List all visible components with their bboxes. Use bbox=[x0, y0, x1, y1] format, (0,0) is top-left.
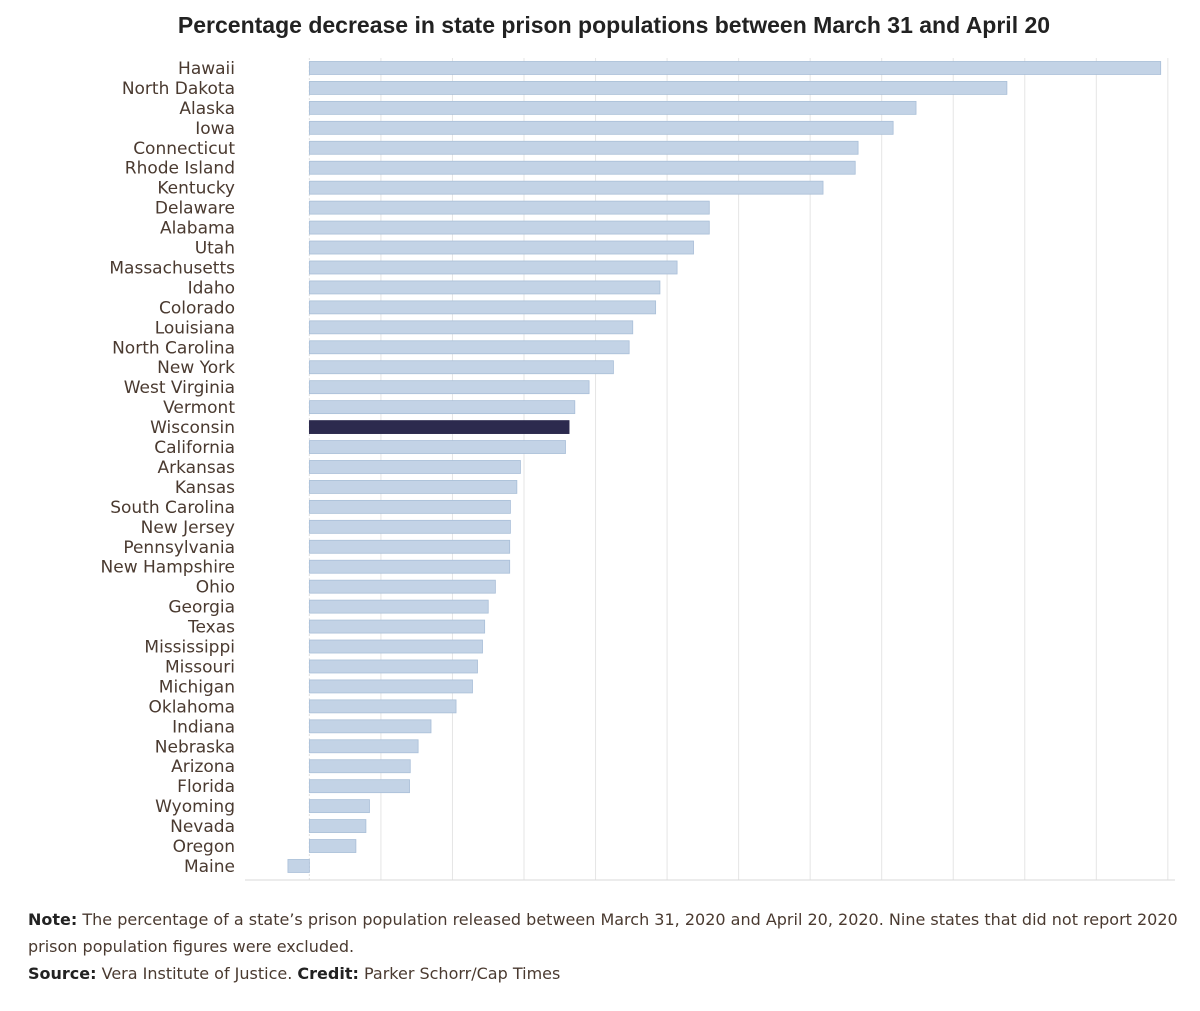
category-label: Arkansas bbox=[158, 458, 236, 478]
source-line: Source: Vera Institute of Justice. Credi… bbox=[28, 960, 1188, 987]
category-label: Mississippi bbox=[144, 638, 235, 658]
bar-alabama[interactable] bbox=[308, 220, 710, 235]
bar-utah[interactable] bbox=[308, 240, 694, 255]
category-label: Colorado bbox=[159, 298, 235, 318]
bar-vermont[interactable] bbox=[308, 400, 576, 415]
category-label: Indiana bbox=[172, 717, 235, 737]
bar-pennsylvania[interactable] bbox=[308, 539, 511, 554]
bar-california[interactable] bbox=[308, 440, 566, 454]
category-label: South Carolina bbox=[110, 498, 235, 518]
bar-south-carolina[interactable] bbox=[308, 499, 511, 514]
credit-text: Parker Schorr/Cap Times bbox=[358, 964, 561, 983]
source-text: Vera Institute of Justice. bbox=[96, 964, 293, 983]
bar-new-hampshire[interactable] bbox=[308, 559, 511, 574]
category-label: Rhode Island bbox=[125, 159, 235, 179]
category-label: Missouri bbox=[165, 657, 235, 677]
category-label: Louisiana bbox=[155, 318, 235, 338]
bar-mississippi[interactable] bbox=[308, 639, 483, 654]
bar-alaska[interactable] bbox=[308, 100, 917, 115]
bar-colorado[interactable] bbox=[308, 300, 657, 315]
category-label: California bbox=[154, 438, 235, 458]
bar-north-carolina[interactable] bbox=[308, 340, 630, 355]
category-label: Ohio bbox=[196, 578, 235, 598]
bar-delaware[interactable] bbox=[308, 200, 710, 215]
credit-label: Credit: bbox=[297, 964, 359, 983]
bar-connecticut[interactable] bbox=[308, 140, 859, 155]
category-label: Kansas bbox=[175, 478, 235, 498]
bar-nebraska[interactable] bbox=[308, 739, 419, 754]
category-label: Vermont bbox=[163, 398, 235, 418]
bar-nevada[interactable] bbox=[308, 819, 367, 833]
bar-georgia[interactable] bbox=[308, 599, 489, 614]
bar-indiana[interactable] bbox=[308, 719, 432, 734]
bar-new-jersey[interactable] bbox=[308, 519, 511, 534]
category-label: New Hampshire bbox=[101, 558, 235, 578]
bar-iowa[interactable] bbox=[308, 120, 894, 135]
category-label: Wisconsin bbox=[150, 418, 235, 438]
bar-ohio[interactable] bbox=[308, 579, 496, 594]
note-label: Note: bbox=[28, 910, 78, 929]
category-label: Florida bbox=[177, 777, 235, 797]
category-label: Nebraska bbox=[155, 737, 235, 757]
category-label: Utah bbox=[195, 239, 235, 259]
bar-louisiana[interactable] bbox=[308, 320, 634, 335]
bar-wisconsin[interactable] bbox=[308, 420, 570, 434]
category-label: Texas bbox=[187, 618, 235, 638]
bar-new-york[interactable] bbox=[308, 360, 614, 375]
category-label: Massachusetts bbox=[109, 258, 235, 278]
note-line: Note: The percentage of a state’s prison… bbox=[28, 906, 1188, 960]
category-label: Arizona bbox=[171, 757, 235, 777]
bar-florida[interactable] bbox=[308, 779, 410, 794]
category-label: Pennsylvania bbox=[123, 538, 235, 558]
category-label: Maine bbox=[184, 857, 235, 877]
category-label: Alaska bbox=[179, 99, 235, 119]
category-label: New York bbox=[157, 358, 235, 378]
chart-footnotes: Note: The percentage of a state’s prison… bbox=[28, 906, 1188, 987]
category-label: Michigan bbox=[159, 677, 235, 697]
category-label: Delaware bbox=[155, 199, 235, 219]
source-label: Source: bbox=[28, 964, 97, 983]
category-label: Nevada bbox=[170, 817, 235, 837]
bar-west-virginia[interactable] bbox=[308, 380, 590, 395]
bar-hawaii[interactable] bbox=[308, 61, 1162, 75]
bar-idaho[interactable] bbox=[308, 280, 661, 295]
bar-massachusetts[interactable] bbox=[308, 260, 678, 275]
bar-michigan[interactable] bbox=[308, 679, 473, 694]
category-label: New Jersey bbox=[141, 518, 235, 538]
category-label: West Virginia bbox=[124, 378, 235, 398]
category-label: Oregon bbox=[173, 837, 235, 857]
category-label: Idaho bbox=[188, 278, 235, 298]
category-label: Kentucky bbox=[157, 179, 235, 199]
bar-oklahoma[interactable] bbox=[308, 699, 457, 714]
category-label: Iowa bbox=[195, 119, 235, 139]
category-label: Wyoming bbox=[155, 797, 235, 817]
category-label: Oklahoma bbox=[148, 697, 235, 717]
bar-arizona[interactable] bbox=[308, 759, 411, 774]
bar-rhode-island[interactable] bbox=[308, 160, 856, 175]
note-text: The percentage of a state’s prison popul… bbox=[28, 910, 1178, 956]
category-label: North Dakota bbox=[122, 79, 235, 99]
bar-kansas[interactable] bbox=[308, 480, 518, 494]
bar-arkansas[interactable] bbox=[308, 460, 521, 474]
bar-north-dakota[interactable] bbox=[308, 81, 1008, 95]
category-label: Georgia bbox=[168, 598, 235, 618]
bars bbox=[287, 61, 1162, 873]
category-label: North Carolina bbox=[112, 338, 235, 358]
bar-texas[interactable] bbox=[308, 619, 486, 634]
bar-kentucky[interactable] bbox=[308, 180, 824, 195]
category-label: Connecticut bbox=[133, 139, 235, 159]
bar-wyoming[interactable] bbox=[308, 799, 370, 814]
bar-oregon[interactable] bbox=[308, 839, 357, 853]
category-label: Alabama bbox=[160, 219, 235, 239]
bar-missouri[interactable] bbox=[308, 659, 478, 674]
chart-title: Percentage decrease in state prison popu… bbox=[177, 12, 1051, 38]
bar-maine[interactable] bbox=[287, 859, 310, 873]
category-label: Hawaii bbox=[178, 59, 235, 79]
